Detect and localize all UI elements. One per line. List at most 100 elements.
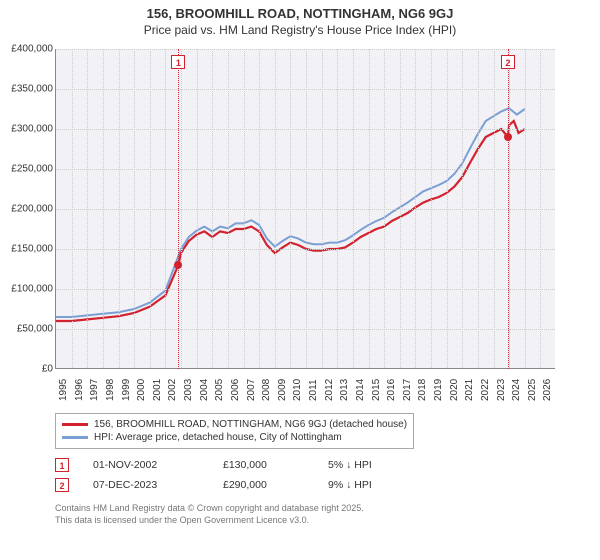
- transaction-price: £130,000: [223, 459, 328, 471]
- gridline-v: [228, 49, 229, 368]
- footer: Contains HM Land Registry data © Crown c…: [55, 503, 600, 526]
- x-tick-label: 1995: [58, 379, 69, 401]
- x-tick-label: 2011: [308, 379, 319, 401]
- transaction-row: 2 07-DEC-2023£290,0009% ↓ HPI: [55, 475, 600, 495]
- gridline-v: [103, 49, 104, 368]
- x-tick-label: 2021: [464, 379, 475, 401]
- gridline-v: [540, 49, 541, 368]
- legend-swatch: [62, 423, 88, 426]
- chart-title: 156, BROOMHILL ROAD, NOTTINGHAM, NG6 9GJ: [0, 6, 600, 21]
- x-tick-label: 2022: [480, 379, 491, 401]
- y-tick-label: £300,000: [11, 124, 53, 135]
- marker-dot: [174, 261, 182, 269]
- gridline-v: [72, 49, 73, 368]
- transaction-delta: 5% ↓ HPI: [328, 459, 428, 471]
- legend-label: HPI: Average price, detached house, City…: [94, 432, 342, 443]
- gridline-v: [525, 49, 526, 368]
- gridline-v: [478, 49, 479, 368]
- marker-line: [178, 49, 179, 369]
- gridline-v: [322, 49, 323, 368]
- y-tick-label: £100,000: [11, 284, 53, 295]
- x-tick-label: 2008: [261, 379, 272, 401]
- transaction-delta: 9% ↓ HPI: [328, 479, 428, 491]
- transaction-row: 1 01-NOV-2002£130,0005% ↓ HPI: [55, 455, 600, 475]
- marker-box: 2: [501, 55, 515, 69]
- y-tick-label: £50,000: [17, 324, 53, 335]
- x-tick-label: 2025: [527, 379, 538, 401]
- gridline-v: [150, 49, 151, 368]
- y-tick-label: £250,000: [11, 164, 53, 175]
- y-tick-label: £150,000: [11, 244, 53, 255]
- gridline-v: [119, 49, 120, 368]
- marker-box: 1: [171, 55, 185, 69]
- x-tick-label: 1998: [105, 379, 116, 401]
- x-tick-label: 2006: [230, 379, 241, 401]
- transactions-table: 1 01-NOV-2002£130,0005% ↓ HPI 2 07-DEC-2023…: [55, 455, 600, 495]
- x-tick-label: 2019: [433, 379, 444, 401]
- x-tick-label: 2017: [402, 379, 413, 401]
- legend-swatch: [62, 436, 88, 439]
- gridline-v: [181, 49, 182, 368]
- gridline-v: [259, 49, 260, 368]
- x-tick-label: 2020: [449, 379, 460, 401]
- x-tick-label: 2015: [371, 379, 382, 401]
- x-tick-label: 2026: [542, 379, 553, 401]
- y-tick-label: £400,000: [11, 44, 53, 55]
- transaction-price: £290,000: [223, 479, 328, 491]
- gridline-v: [415, 49, 416, 368]
- x-tick-label: 2012: [324, 379, 335, 401]
- x-tick-label: 2002: [167, 379, 178, 401]
- x-tick-label: 2024: [511, 379, 522, 401]
- gridline-v: [369, 49, 370, 368]
- x-tick-label: 1999: [121, 379, 132, 401]
- gridline-v: [494, 49, 495, 368]
- gridline-v: [197, 49, 198, 368]
- legend-label: 156, BROOMHILL ROAD, NOTTINGHAM, NG6 9GJ…: [94, 419, 407, 430]
- chart-subtitle: Price paid vs. HM Land Registry's House …: [0, 23, 600, 37]
- chart-area: £0 £50,000 £100,000 £150,000 £200,000 £250,00…: [5, 39, 565, 409]
- gridline-v: [462, 49, 463, 368]
- transaction-marker: 2: [55, 478, 69, 492]
- gridline-v: [275, 49, 276, 368]
- footer-line1: Contains HM Land Registry data © Crown c…: [55, 503, 600, 515]
- gridline-v: [384, 49, 385, 368]
- x-tick-label: 2001: [152, 379, 163, 401]
- transaction-marker: 1: [55, 458, 69, 472]
- x-tick-label: 1997: [89, 379, 100, 401]
- transaction-date: 07-DEC-2023: [93, 479, 223, 491]
- gridline-v: [353, 49, 354, 368]
- y-tick-label: £200,000: [11, 204, 53, 215]
- x-tick-label: 2000: [136, 379, 147, 401]
- gridline-v: [165, 49, 166, 368]
- gridline-v: [134, 49, 135, 368]
- gridline-v: [244, 49, 245, 368]
- y-tick-label: £0: [42, 364, 53, 375]
- x-tick-label: 1996: [74, 379, 85, 401]
- gridline-v: [87, 49, 88, 368]
- x-tick-label: 2013: [339, 379, 350, 401]
- x-tick-label: 2003: [183, 379, 194, 401]
- x-tick-label: 2004: [199, 379, 210, 401]
- legend-item: 156, BROOMHILL ROAD, NOTTINGHAM, NG6 9GJ…: [62, 418, 407, 431]
- x-tick-label: 2005: [214, 379, 225, 401]
- gridline-v: [447, 49, 448, 368]
- gridline-v: [212, 49, 213, 368]
- x-tick-label: 2010: [292, 379, 303, 401]
- x-tick-label: 2018: [417, 379, 428, 401]
- gridline-v: [337, 49, 338, 368]
- x-tick-label: 2007: [246, 379, 257, 401]
- marker-dot: [504, 133, 512, 141]
- transaction-date: 01-NOV-2002: [93, 459, 223, 471]
- gridline-v: [400, 49, 401, 368]
- y-tick-label: £350,000: [11, 84, 53, 95]
- x-tick-label: 2009: [277, 379, 288, 401]
- legend: 156, BROOMHILL ROAD, NOTTINGHAM, NG6 9GJ…: [55, 413, 414, 449]
- legend-item: HPI: Average price, detached house, City…: [62, 431, 407, 444]
- footer-line2: This data is licensed under the Open Gov…: [55, 515, 600, 527]
- marker-line: [508, 49, 509, 369]
- gridline-v: [509, 49, 510, 368]
- x-tick-label: 2016: [386, 379, 397, 401]
- x-tick-label: 2023: [496, 379, 507, 401]
- x-tick-label: 2014: [355, 379, 366, 401]
- gridline-v: [290, 49, 291, 368]
